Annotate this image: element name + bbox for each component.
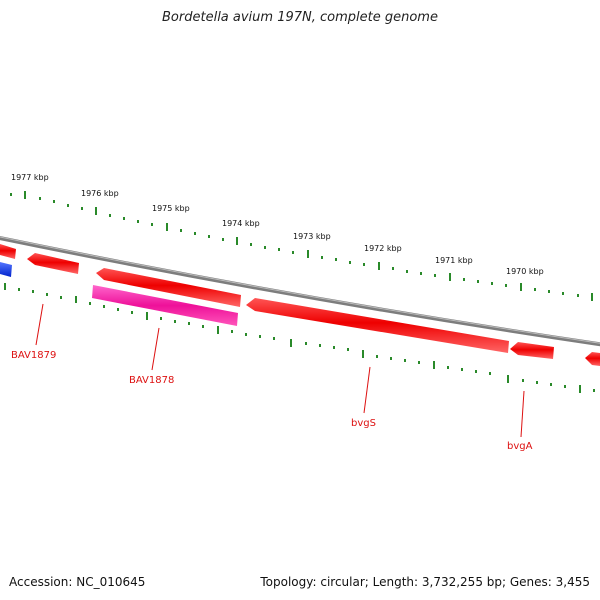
gene-block-blue[interactable]	[0, 262, 12, 277]
gene-arrow[interactable]	[585, 352, 600, 366]
gene-label-BAV1879: BAV1879	[11, 350, 56, 361]
genome-backbone-highlight	[0, 236, 600, 344]
kbp-label: 1973 kbp	[293, 232, 331, 241]
kbp-label: 1976 kbp	[81, 189, 119, 198]
kbp-label: 1972 kbp	[364, 244, 402, 253]
gene-arrow[interactable]	[27, 253, 79, 274]
gene-label-BAV1878: BAV1878	[129, 375, 174, 386]
kbp-label: 1970 kbp	[506, 267, 544, 276]
gene-label-bvgA: bvgA	[507, 441, 533, 452]
gene-arrow[interactable]	[0, 244, 16, 259]
gene-arrow-bvgA[interactable]	[510, 342, 554, 359]
gene-label-bvgS: bvgS	[351, 418, 376, 429]
kbp-label: 1977 kbp	[11, 173, 49, 182]
kbp-label: 1975 kbp	[152, 204, 190, 213]
kbp-label: 1971 kbp	[435, 256, 473, 265]
gene-arrow-bvgS[interactable]	[246, 298, 509, 353]
accession-text: Accession: NC_010645	[9, 575, 146, 589]
leader-lines	[35, 303, 525, 438]
kbp-label: 1974 kbp	[222, 219, 260, 228]
map-title: Bordetella avium 197N, complete genome	[162, 10, 438, 25]
inner-tick-ring	[4, 283, 595, 393]
outer-tick-ring	[10, 191, 593, 301]
genome-summary-text: Topology: circular; Length: 3,732,255 bp…	[260, 575, 590, 589]
gene-arrow[interactable]	[96, 268, 241, 307]
genome-backbone	[0, 235, 600, 347]
gene-block-BAV1878[interactable]	[92, 285, 238, 326]
